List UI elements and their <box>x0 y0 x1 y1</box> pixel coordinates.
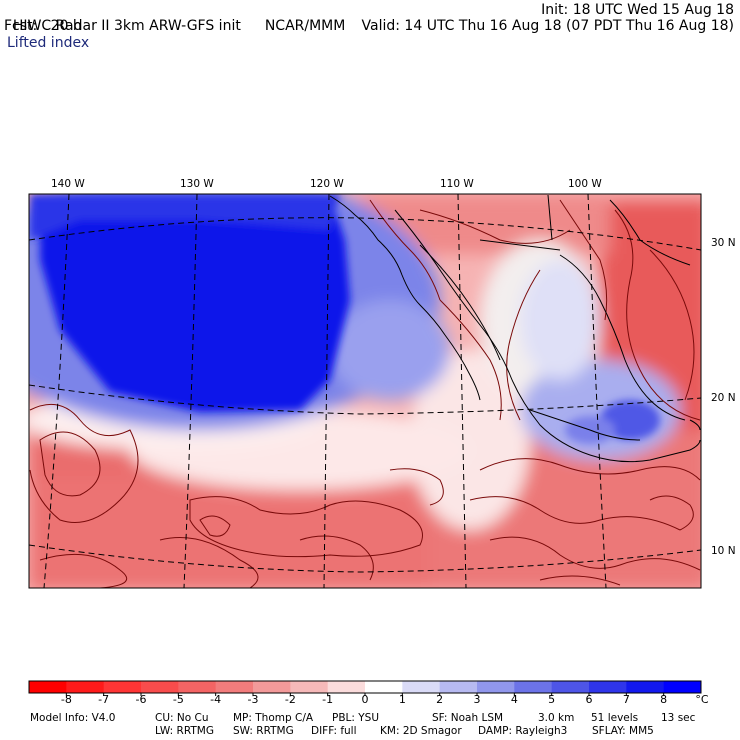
colorbar-tick-label: 6 <box>585 693 593 706</box>
colorbar-swatch <box>103 681 142 693</box>
colorbar-swatch <box>290 681 329 693</box>
lat-label-20n: 20 N <box>711 392 736 404</box>
graticule <box>29 194 701 588</box>
colorbar-swatch <box>29 681 67 693</box>
field-name: Lifted index <box>7 35 90 51</box>
colorbar-tick-label: 2 <box>436 693 444 706</box>
colorbar-unit: °C <box>695 693 709 706</box>
colorbar-tick-label: -8 <box>60 693 72 706</box>
colorbar-swatch <box>66 681 105 693</box>
colorbar-tick-label: 3 <box>473 693 481 706</box>
org-text: NCAR/MMM <box>264 18 346 34</box>
colorbar-tick-label: -2 <box>284 693 296 706</box>
forecast-hour: Fcst: 20 h <box>4 18 82 34</box>
contour-lines <box>29 199 701 588</box>
colorbar-tick-label: 5 <box>548 693 556 706</box>
colorbar-swatch <box>178 681 217 693</box>
colorbar-tick-label: 1 <box>398 693 406 706</box>
footer-sflay: SFLAY: MM5 <box>592 725 654 737</box>
map-field <box>29 194 701 588</box>
colorbar-tick-label: -7 <box>98 693 110 706</box>
colorbar-swatch <box>215 681 254 693</box>
colorbar-swatch <box>327 681 366 693</box>
colorbar-swatch <box>514 681 553 693</box>
footer-model-info: Model Info: V4.0 <box>30 712 116 724</box>
footer-pbl: PBL: YSU <box>332 712 380 724</box>
colorbar-swatch <box>141 681 179 693</box>
lat-label-10n: 10 N <box>711 545 736 557</box>
colorbar-tick-label: -6 <box>135 693 147 706</box>
colorbar-tick-label: 8 <box>660 693 668 706</box>
coastlines <box>329 194 701 463</box>
colorbar-swatch <box>663 681 702 693</box>
colorbar-tick-label: 0 <box>361 693 369 706</box>
footer-km: KM: 2D Smagor <box>380 725 462 737</box>
footer-mp: MP: Thomp C/A <box>233 712 314 724</box>
colorbar-tick-label: 4 <box>510 693 518 706</box>
colorbar-swatch <box>626 681 665 693</box>
colorbar-swatch <box>402 681 441 693</box>
colorbar-tick-label: -5 <box>172 693 184 706</box>
lon-label-140w: 140 W <box>51 178 85 190</box>
footer-timestep: 13 sec <box>661 712 696 724</box>
footer-cu: CU: No Cu <box>155 712 209 724</box>
colorbar-swatch <box>365 681 403 693</box>
footer-damp: DAMP: Rayleigh3 <box>478 725 568 737</box>
colorbar-tick-label: 7 <box>622 693 630 706</box>
lon-label-100w: 100 W <box>568 178 602 190</box>
footer-lw: LW: RRTMG <box>155 725 214 737</box>
colorbar-tick-label: -1 <box>322 693 334 706</box>
field-core <box>30 194 660 444</box>
footer-sw: SW: RRTMG <box>233 725 294 737</box>
colorbar-swatch <box>477 681 515 693</box>
colorbar-swatch <box>253 681 291 693</box>
footer-levels: 51 levels <box>591 712 639 724</box>
colorbar-swatch <box>551 681 590 693</box>
model-title: HIWC Radar II 3km ARW-GFS init NCAR/MMM <box>4 2 345 34</box>
colorbar-tick-label: -3 <box>247 693 259 706</box>
model-title-text: HIWC Radar II 3km ARW-GFS init <box>12 18 241 34</box>
colorbar-swatch <box>589 681 627 693</box>
lat-label-30n: 30 N <box>711 237 736 249</box>
lon-label-120w: 120 W <box>310 178 344 190</box>
init-time: Init: 18 UTC Wed 15 Aug 18 <box>541 2 734 18</box>
lon-label-130w: 130 W <box>180 178 214 190</box>
lon-label-110w: 110 W <box>440 178 474 190</box>
footer-resolution: 3.0 km <box>538 712 575 724</box>
colorbar-tick-label: -4 <box>210 693 222 706</box>
footer-sf: SF: Noah LSM <box>432 712 504 724</box>
valid-time: Valid: 14 UTC Thu 16 Aug 18 (07 PDT Thu … <box>361 18 734 34</box>
colorbar <box>28 680 702 696</box>
footer-diff: DIFF: full <box>311 725 357 737</box>
map-border <box>28 193 702 589</box>
colorbar-swatch <box>439 681 478 693</box>
